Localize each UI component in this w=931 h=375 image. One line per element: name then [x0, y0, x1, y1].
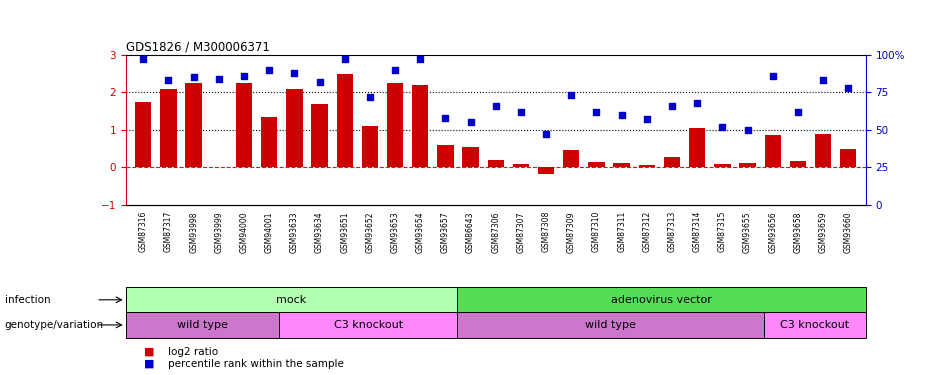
- Text: adenovirus vector: adenovirus vector: [612, 295, 712, 305]
- Point: [589, 109, 604, 115]
- Text: GDS1826 / M300006371: GDS1826 / M300006371: [126, 40, 270, 54]
- Bar: [563, 150, 579, 167]
- Point: [136, 56, 151, 62]
- Bar: [664, 157, 681, 167]
- Bar: [278, 312, 457, 338]
- Point: [438, 115, 452, 121]
- Bar: [840, 148, 857, 167]
- Point: [539, 131, 554, 137]
- Bar: [311, 104, 328, 167]
- Bar: [261, 117, 277, 167]
- Bar: [336, 74, 353, 167]
- Text: percentile rank within the sample: percentile rank within the sample: [168, 359, 344, 369]
- Bar: [457, 287, 866, 312]
- Point: [740, 127, 755, 133]
- Bar: [463, 147, 479, 167]
- Text: ■: ■: [144, 347, 155, 357]
- Point: [262, 67, 277, 73]
- Bar: [286, 88, 303, 167]
- Point: [665, 103, 680, 109]
- Point: [463, 119, 478, 125]
- Bar: [488, 160, 504, 167]
- Point: [816, 77, 830, 83]
- Bar: [764, 135, 781, 167]
- Text: C3 knockout: C3 knockout: [780, 320, 849, 330]
- Bar: [763, 312, 866, 338]
- Text: mock: mock: [277, 295, 306, 305]
- Bar: [789, 161, 806, 167]
- Bar: [689, 128, 706, 167]
- Point: [312, 79, 327, 85]
- Bar: [513, 164, 529, 167]
- Bar: [160, 88, 177, 167]
- Point: [186, 74, 201, 80]
- Text: C3 knockout: C3 knockout: [333, 320, 403, 330]
- Point: [715, 124, 730, 130]
- Point: [564, 92, 579, 98]
- Bar: [387, 83, 403, 167]
- Point: [211, 76, 226, 82]
- Point: [640, 116, 654, 122]
- Text: log2 ratio: log2 ratio: [168, 347, 218, 357]
- Bar: [236, 83, 252, 167]
- Text: genotype/variation: genotype/variation: [5, 320, 103, 330]
- Bar: [126, 287, 457, 312]
- Point: [790, 109, 805, 115]
- Point: [161, 77, 176, 83]
- Text: infection: infection: [5, 295, 50, 305]
- Point: [236, 73, 251, 79]
- Point: [412, 56, 427, 62]
- Text: ■: ■: [144, 359, 155, 369]
- Text: wild type: wild type: [586, 320, 636, 330]
- Point: [614, 112, 629, 118]
- Bar: [126, 312, 278, 338]
- Bar: [135, 102, 152, 167]
- Bar: [614, 163, 629, 167]
- Text: wild type: wild type: [177, 320, 228, 330]
- Bar: [185, 83, 202, 167]
- Bar: [457, 312, 763, 338]
- Point: [362, 94, 377, 100]
- Bar: [588, 162, 604, 167]
- Point: [287, 70, 302, 76]
- Point: [514, 109, 529, 115]
- Bar: [538, 167, 554, 174]
- Bar: [639, 165, 655, 167]
- Point: [690, 100, 705, 106]
- Bar: [714, 164, 731, 167]
- Bar: [362, 126, 378, 167]
- Point: [337, 56, 352, 62]
- Bar: [739, 163, 756, 167]
- Point: [841, 85, 856, 91]
- Bar: [412, 85, 428, 167]
- Bar: [815, 134, 831, 167]
- Point: [765, 73, 780, 79]
- Bar: [438, 145, 453, 167]
- Point: [387, 67, 402, 73]
- Point: [488, 103, 503, 109]
